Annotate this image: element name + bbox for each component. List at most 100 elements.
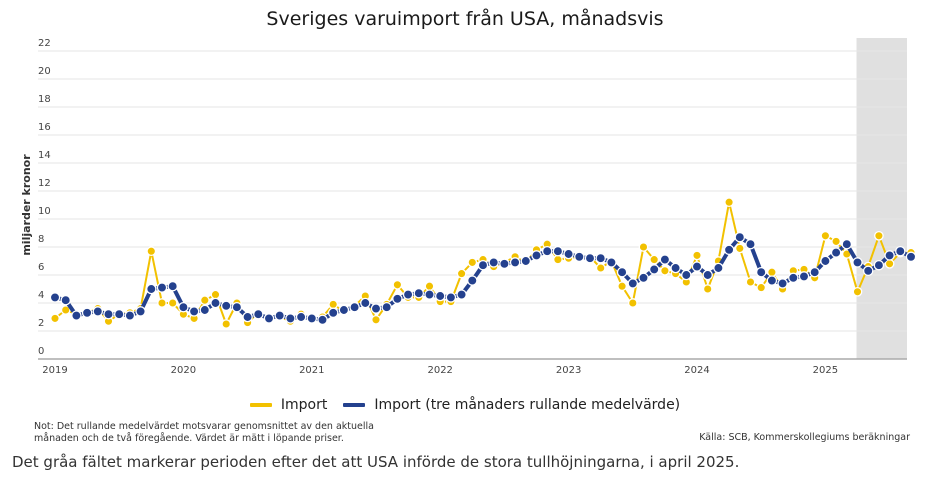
- rolling-average-point: [723, 244, 735, 256]
- legend-item-import: Import: [249, 397, 328, 413]
- rolling-average-point: [178, 301, 189, 313]
- import-point: [874, 230, 884, 241]
- import-point: [724, 197, 734, 208]
- rolling-average-point: [777, 278, 788, 289]
- rolling-average-point: [92, 306, 104, 317]
- rolling-average-point: [691, 261, 703, 272]
- import-point: [702, 284, 713, 294]
- import-point: [649, 254, 660, 265]
- y-tick-label: 8: [38, 234, 44, 245]
- y-tick-label: 16: [38, 122, 51, 133]
- rolling-average-point: [285, 313, 296, 324]
- x-tick-label: 2023: [556, 365, 581, 376]
- rolling-average-point: [113, 308, 125, 320]
- rolling-average-point: [563, 248, 574, 260]
- import-point: [328, 299, 339, 310]
- x-tick-label: 2022: [427, 365, 452, 376]
- import-point: [660, 265, 670, 276]
- rolling-average-point: [402, 289, 414, 300]
- rolling-average-point: [606, 257, 617, 268]
- source-text: Källa: SCB, Kommerskollegiums beräkninga…: [699, 432, 910, 443]
- rolling-average-point: [349, 301, 360, 313]
- rolling-average-point: [263, 313, 275, 324]
- import-point: [595, 263, 606, 273]
- footnote: Not: Det rullande medelvärdet motsvarar …: [34, 421, 454, 445]
- series-rolling-average: [49, 231, 917, 326]
- import-point: [424, 281, 435, 292]
- rolling-average-point: [135, 306, 146, 317]
- x-tick-label: 2021: [299, 365, 324, 376]
- import-point: [692, 250, 702, 261]
- rolling-average-point: [884, 250, 895, 261]
- import-point: [199, 295, 210, 306]
- rolling-average-point: [895, 245, 906, 257]
- rolling-average-point: [317, 314, 328, 326]
- y-tick-label: 10: [38, 206, 51, 217]
- legend-label-import: Import: [280, 397, 328, 413]
- rolling-average-point: [231, 301, 243, 313]
- rolling-average-point: [424, 289, 435, 300]
- rolling-average-point: [295, 311, 307, 323]
- rolling-average-point: [734, 231, 746, 243]
- rolling-average-point: [413, 287, 425, 299]
- rolling-average-point: [274, 310, 285, 321]
- legend-item-rolling-average: Import (tre månaders rullande medelvärde…: [343, 397, 680, 413]
- import-point: [371, 314, 381, 325]
- rolling-average-point: [788, 272, 799, 284]
- rolling-average-point: [60, 294, 71, 306]
- rolling-average-point: [488, 257, 499, 268]
- y-tick-label: 18: [38, 94, 51, 105]
- import-point: [852, 286, 863, 297]
- legend: Import Import (tre månaders rullande med…: [0, 397, 930, 413]
- y-tick-label: 20: [38, 66, 51, 77]
- rolling-average-point: [124, 310, 136, 321]
- import-point: [884, 258, 895, 269]
- rolling-average-point: [370, 303, 382, 314]
- rolling-average-point: [702, 269, 713, 281]
- rolling-average-point: [49, 292, 61, 303]
- footnote-line-1: Not: Det rullande medelvärdet motsvarar …: [34, 421, 374, 432]
- rolling-average-point: [210, 297, 221, 309]
- rolling-average-point: [852, 257, 863, 268]
- rolling-average-point: [873, 259, 885, 271]
- x-tick-label: 2025: [813, 365, 838, 376]
- legend-swatch-rolling-average: [343, 403, 366, 407]
- x-tick-label: 2024: [684, 365, 709, 376]
- rolling-average-point: [381, 301, 392, 313]
- import-point: [617, 281, 627, 292]
- rolling-average-point: [434, 290, 446, 302]
- import-point: [745, 277, 756, 287]
- import-point: [756, 282, 767, 293]
- rolling-average-point: [830, 247, 842, 258]
- y-tick-label: 0: [38, 346, 44, 357]
- rolling-average-point: [146, 283, 157, 295]
- rolling-average-point: [306, 313, 318, 324]
- import-point: [767, 267, 777, 278]
- import-point: [456, 268, 467, 279]
- rolling-average-point: [616, 266, 628, 278]
- rolling-average-point: [638, 272, 649, 284]
- rolling-average-point: [477, 259, 489, 271]
- rolling-average-point: [574, 251, 585, 263]
- import-point: [221, 319, 232, 329]
- y-tick-label: 4: [38, 290, 44, 301]
- caption: Det gråa fältet markerar perioden efter …: [12, 453, 740, 471]
- import-point: [392, 279, 403, 290]
- rolling-average-point: [509, 257, 521, 268]
- rolling-average-point: [627, 278, 639, 289]
- rolling-average-point: [713, 262, 724, 274]
- rolling-average-point: [253, 308, 264, 320]
- import-point: [831, 236, 841, 247]
- rolling-average-point: [809, 266, 820, 278]
- import-point: [638, 242, 649, 252]
- rolling-average-point: [766, 275, 778, 286]
- rolling-average-point: [862, 265, 874, 277]
- import-point: [60, 305, 71, 315]
- chart-title: Sveriges varuimport från USA, månadsvis: [266, 8, 664, 30]
- rolling-average-point: [220, 300, 232, 312]
- import-point: [553, 254, 563, 265]
- import-point: [210, 289, 221, 300]
- legend-swatch-import: [249, 403, 272, 407]
- rolling-average-point: [242, 311, 253, 323]
